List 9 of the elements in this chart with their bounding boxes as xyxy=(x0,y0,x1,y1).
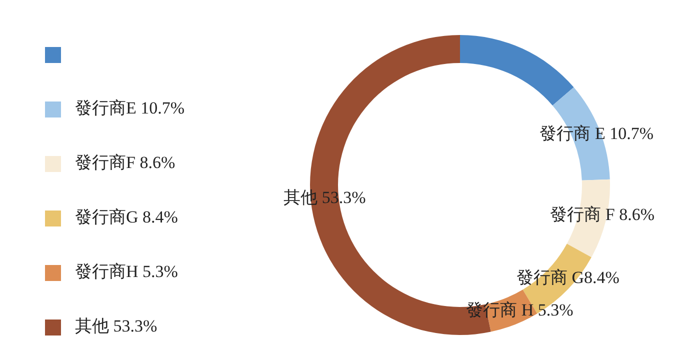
donut-slice xyxy=(460,35,574,106)
legend-label: 發行商E 10.7% xyxy=(75,98,185,118)
legend-label: 發行商H 5.3% xyxy=(75,262,178,281)
legend-label: 發行商G 8.4% xyxy=(75,207,178,226)
data-label: 發行商 E 10.7% xyxy=(540,124,654,144)
data-label: 發行商 H 5.3% xyxy=(466,300,574,320)
legend-label: 其他 53.3% xyxy=(75,316,158,336)
data-label: 發行商 F 8.6% xyxy=(550,205,655,224)
legend-label: 發行商F 8.6% xyxy=(75,152,176,172)
